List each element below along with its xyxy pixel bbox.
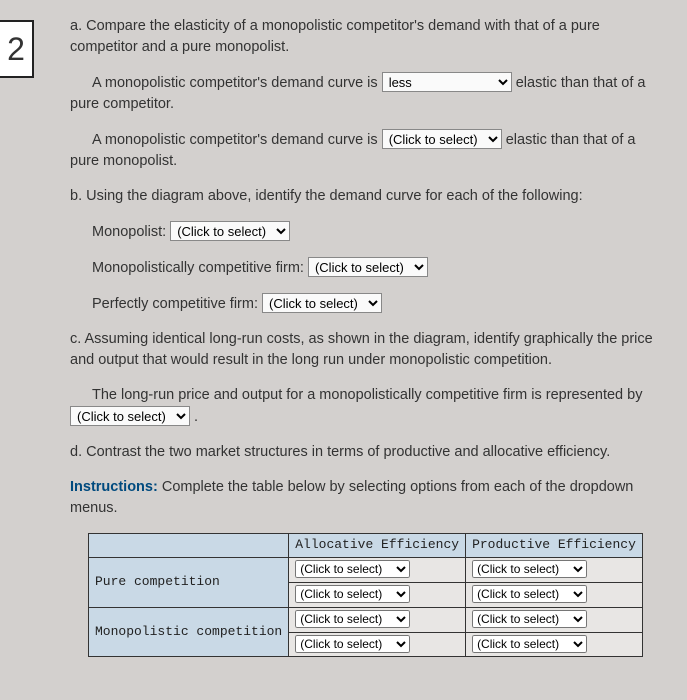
header-allocative-text: Allocative Efficiency: [295, 537, 459, 552]
table-row-mono1: Monopolistic competition (Click to selec…: [89, 607, 643, 632]
monopolist-select[interactable]: (Click to select): [170, 221, 290, 241]
select-mono-prod2[interactable]: (Click to select): [472, 635, 587, 653]
select-pure-prod1[interactable]: (Click to select): [472, 560, 587, 578]
row-label-mono: Monopolistic competition: [89, 607, 289, 657]
table-row-pure1: Pure competition (Click to select) (Clic…: [89, 558, 643, 583]
cell-mono-alloc1: (Click to select): [289, 607, 466, 632]
part-a-line1-select[interactable]: less: [382, 72, 512, 92]
part-a-intro: a. Compare the elasticity of a monopolis…: [70, 16, 661, 58]
instructions-label: Instructions:: [70, 479, 158, 495]
part-b-perfect: Perfectly competitive firm: (Click to se…: [70, 293, 661, 315]
select-pure-prod2[interactable]: (Click to select): [472, 585, 587, 603]
table-header-row: Allocative Efficiency Productive Efficie…: [89, 534, 643, 558]
part-b-monocomp: Monopolistically competitive firm: (Clic…: [70, 257, 661, 279]
part-a-line1-pre: A monopolistic competitor's demand curve…: [92, 75, 382, 91]
content-area: a. Compare the elasticity of a monopolis…: [60, 0, 687, 657]
cell-mono-alloc2: (Click to select): [289, 632, 466, 657]
instructions-line: Instructions: Complete the table below b…: [70, 477, 661, 519]
cell-pure-prod2: (Click to select): [466, 582, 643, 607]
select-pure-alloc1[interactable]: (Click to select): [295, 560, 410, 578]
efficiency-table: Allocative Efficiency Productive Efficie…: [88, 533, 643, 657]
part-d-intro: d. Contrast the two market structures in…: [70, 442, 661, 463]
question-number: 2: [0, 20, 34, 78]
select-mono-alloc2[interactable]: (Click to select): [295, 635, 410, 653]
part-a-line1: A monopolistic competitor's demand curve…: [70, 72, 661, 115]
monocomp-label: Monopolistically competitive firm:: [92, 260, 308, 276]
select-pure-alloc2[interactable]: (Click to select): [295, 585, 410, 603]
question-number-text: 2: [7, 31, 25, 68]
header-productive-text: Productive Efficiency: [472, 537, 636, 552]
cell-pure-prod1: (Click to select): [466, 558, 643, 583]
part-c-pre: The long-run price and output for a mono…: [92, 387, 642, 403]
cell-mono-prod2: (Click to select): [466, 632, 643, 657]
part-a-line2-pre: A monopolistic competitor's demand curve…: [92, 132, 382, 148]
part-b-intro: b. Using the diagram above, identify the…: [70, 186, 661, 207]
header-allocative: Allocative Efficiency: [289, 534, 466, 558]
monopolist-label: Monopolist:: [92, 224, 170, 240]
cell-pure-alloc2: (Click to select): [289, 582, 466, 607]
select-mono-prod1[interactable]: (Click to select): [472, 610, 587, 628]
cell-pure-alloc1: (Click to select): [289, 558, 466, 583]
row-label-pure: Pure competition: [89, 558, 289, 608]
table-corner: [89, 534, 289, 558]
efficiency-table-wrap: Allocative Efficiency Productive Efficie…: [88, 533, 661, 657]
part-a-line2-select[interactable]: (Click to select): [382, 129, 502, 149]
select-mono-alloc1[interactable]: (Click to select): [295, 610, 410, 628]
perfect-select[interactable]: (Click to select): [262, 293, 382, 313]
part-a-line2: A monopolistic competitor's demand curve…: [70, 129, 661, 172]
perfect-label: Perfectly competitive firm:: [92, 296, 262, 312]
cell-mono-prod1: (Click to select): [466, 607, 643, 632]
part-c-select[interactable]: (Click to select): [70, 406, 190, 426]
header-productive: Productive Efficiency: [466, 534, 643, 558]
part-b-monopolist: Monopolist: (Click to select): [70, 221, 661, 243]
monocomp-select[interactable]: (Click to select): [308, 257, 428, 277]
part-c-post: .: [190, 409, 198, 425]
part-c-line: The long-run price and output for a mono…: [70, 385, 661, 428]
part-c-intro: c. Assuming identical long-run costs, as…: [70, 329, 661, 371]
